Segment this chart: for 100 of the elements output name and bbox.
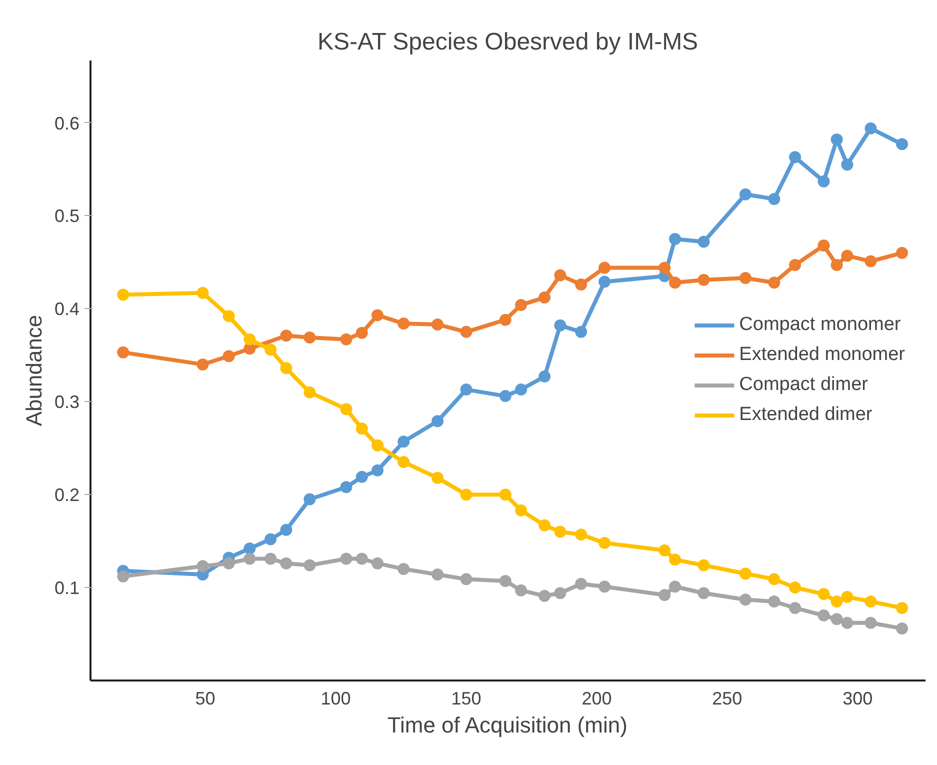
point <box>669 580 681 593</box>
point <box>196 286 209 299</box>
point <box>222 350 235 362</box>
point <box>538 590 551 602</box>
point <box>340 481 352 494</box>
point <box>432 472 444 484</box>
point <box>117 346 130 358</box>
point <box>841 590 854 603</box>
point <box>499 314 512 326</box>
point <box>222 310 235 322</box>
point <box>896 246 908 259</box>
point <box>698 559 710 572</box>
legend-label: Extended monomer <box>739 344 905 366</box>
point <box>244 333 256 346</box>
point <box>372 557 384 570</box>
point <box>830 134 843 146</box>
point <box>356 470 368 483</box>
point <box>739 272 752 284</box>
point <box>818 175 830 188</box>
point <box>515 384 528 396</box>
y-tick-label: 0.4 <box>54 299 80 320</box>
point <box>499 390 512 402</box>
point <box>499 488 512 501</box>
point <box>304 386 316 398</box>
point <box>372 439 384 452</box>
chart-title: KS-AT Species Obesrved by IM-MS <box>318 28 698 56</box>
point <box>499 575 512 588</box>
point <box>789 259 802 271</box>
point <box>117 288 130 301</box>
point <box>739 568 752 580</box>
point <box>432 415 444 428</box>
point <box>698 236 710 248</box>
point <box>598 536 611 549</box>
point <box>356 326 368 339</box>
point <box>669 276 681 289</box>
point <box>222 557 235 570</box>
x-tick-label: 150 <box>451 688 482 708</box>
point <box>830 613 843 626</box>
point <box>789 151 802 164</box>
point <box>304 493 316 506</box>
legend-label: Compact monomer <box>739 314 901 336</box>
point <box>117 570 130 582</box>
point <box>575 326 588 338</box>
point <box>896 602 908 614</box>
point <box>372 309 384 322</box>
point <box>768 573 780 586</box>
point <box>554 526 566 538</box>
point <box>304 332 316 344</box>
point <box>196 358 209 370</box>
point <box>896 138 908 150</box>
point <box>658 262 671 274</box>
point <box>244 552 256 565</box>
x-tick-label: 300 <box>842 688 873 708</box>
point <box>280 330 292 342</box>
point <box>789 582 802 594</box>
point <box>818 609 830 622</box>
point <box>398 436 410 448</box>
x-axis-title: Time of Acquisition (min) <box>387 712 628 738</box>
point <box>575 578 588 590</box>
y-tick-label: 0.1 <box>54 578 80 598</box>
point <box>340 552 352 565</box>
point <box>818 588 830 600</box>
point <box>460 573 472 586</box>
point <box>280 557 292 570</box>
point <box>356 552 368 565</box>
point <box>841 158 854 171</box>
point <box>264 344 277 356</box>
point <box>515 584 528 596</box>
x-tick-label: 200 <box>582 688 612 708</box>
point <box>658 544 671 556</box>
y-tick-label: 0.6 <box>54 113 80 134</box>
point <box>244 542 256 554</box>
x-tick-label: 50 <box>195 688 216 708</box>
point <box>538 292 551 304</box>
point <box>398 318 410 330</box>
point <box>460 384 472 396</box>
point <box>575 278 588 291</box>
point <box>304 559 316 572</box>
point <box>864 596 877 608</box>
point <box>515 504 528 516</box>
x-tick-label: 100 <box>320 688 351 708</box>
point <box>538 519 551 532</box>
point <box>698 274 710 286</box>
point <box>554 319 566 332</box>
point <box>398 456 410 468</box>
point <box>768 193 780 205</box>
point <box>864 255 877 268</box>
point <box>340 333 352 346</box>
point <box>575 528 588 541</box>
point <box>398 562 410 575</box>
point <box>554 587 566 600</box>
point <box>841 616 854 629</box>
point <box>768 596 780 608</box>
point <box>264 552 277 565</box>
legend-label: Compact dimer <box>739 374 868 396</box>
y-tick-label: 0.5 <box>54 206 80 226</box>
point <box>372 464 384 476</box>
point <box>739 594 752 606</box>
y-tick-label: 0.2 <box>54 485 80 506</box>
point <box>460 326 472 338</box>
